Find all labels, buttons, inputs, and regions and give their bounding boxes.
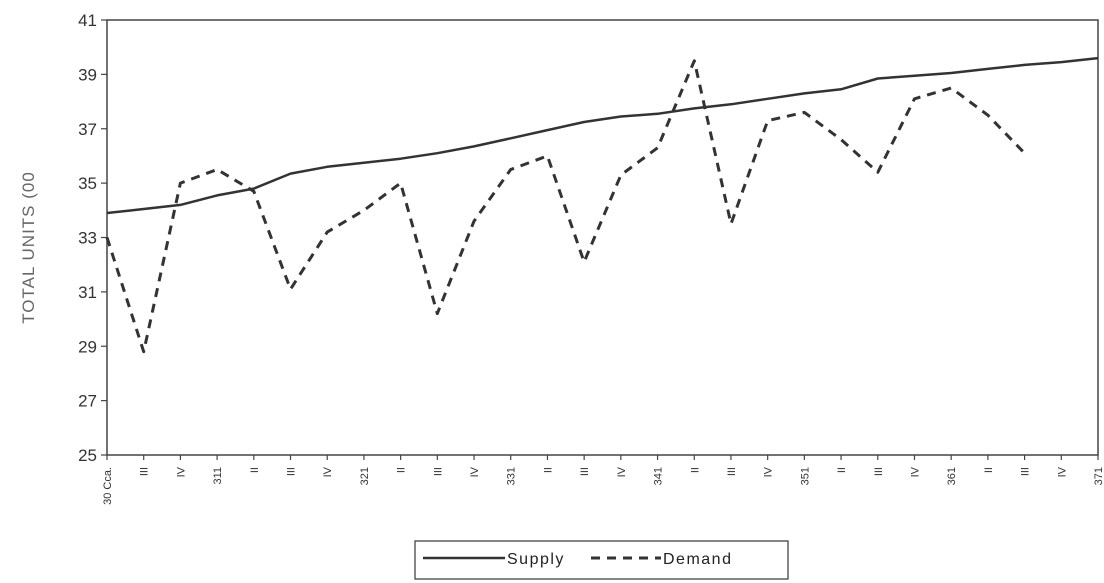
- x-tick-label: 311: [212, 467, 224, 485]
- y-tick-label: 41: [78, 11, 97, 30]
- x-tick-label: III: [873, 467, 885, 476]
- y-tick-label: 29: [78, 337, 97, 356]
- legend-label-demand: Demand: [663, 551, 732, 568]
- y-tick-label: 33: [78, 229, 97, 248]
- x-tick-label: 351: [799, 467, 811, 485]
- x-tick-label: 341: [653, 467, 665, 485]
- x-tick-label: II: [836, 467, 848, 473]
- y-tick-label: 35: [78, 174, 97, 193]
- x-tick-label: IV: [469, 466, 481, 477]
- x-tick-label: III: [1020, 467, 1032, 476]
- x-tick-label: IV: [909, 466, 921, 477]
- y-tick-label: 37: [78, 120, 97, 139]
- x-tick-label: 30 Cca.: [102, 467, 114, 505]
- x-tick-label: IV: [616, 466, 628, 477]
- x-tick-label: 331: [506, 467, 518, 485]
- y-tick-label: 25: [78, 446, 97, 465]
- x-tick-label: IV: [175, 466, 187, 477]
- x-tick-label: IV: [763, 466, 775, 477]
- x-tick-label: II: [542, 467, 554, 473]
- legend-box: [414, 540, 789, 580]
- x-tick-label: III: [432, 467, 444, 476]
- y-tick-label: 31: [78, 283, 97, 302]
- y-tick-label: 39: [78, 65, 97, 84]
- x-tick-label: IV: [322, 466, 334, 477]
- y-tick-label: 27: [78, 392, 97, 411]
- x-tick-label: IV: [1056, 466, 1068, 477]
- x-tick-label: II: [689, 467, 701, 473]
- x-tick-label: 361: [946, 467, 958, 485]
- x-tick-label: 371: [1093, 467, 1104, 485]
- x-tick-label: II: [396, 467, 408, 473]
- x-tick-label: II: [249, 467, 261, 473]
- x-tick-label: 321: [359, 467, 371, 485]
- plot-area-frame: [106, 19, 1099, 456]
- x-tick-label: II: [983, 467, 995, 473]
- x-tick-label: III: [139, 467, 151, 476]
- x-tick-label: III: [579, 467, 591, 476]
- y-axis-title: TOTAL UNITS (00: [19, 171, 38, 324]
- x-tick-label: III: [286, 467, 298, 476]
- series-line-demand: [105, 59, 1026, 354]
- legend-label-supply: Supply: [507, 551, 565, 568]
- x-tick-label: III: [726, 467, 738, 476]
- series-line-supply: [106, 56, 1099, 215]
